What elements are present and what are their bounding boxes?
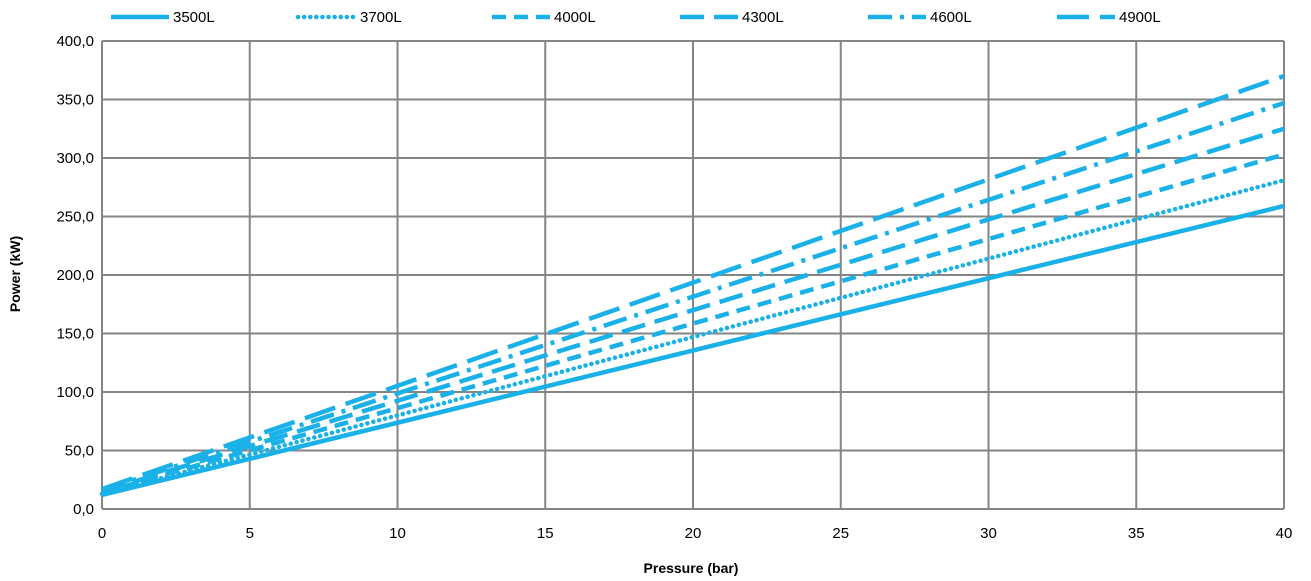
legend-label-4300L: 4300L — [742, 9, 784, 26]
y-tick-label: 400,0 — [56, 33, 94, 50]
legend: 3500L 3700L 4000L 4300L 4600L 4900L — [111, 9, 1161, 26]
x-tick-label: 20 — [685, 525, 702, 542]
y-tick-label: 50,0 — [65, 443, 94, 460]
x-tick-label: 0 — [98, 525, 106, 542]
grid — [101, 40, 1285, 510]
x-tick-label: 35 — [1128, 525, 1145, 542]
series-line-3700L — [99, 177, 1287, 497]
series-line-4000L — [101, 152, 1285, 495]
series-line-3500L — [101, 203, 1285, 498]
y-tick-label: 350,0 — [56, 92, 94, 109]
y-tick-label: 250,0 — [56, 209, 94, 226]
x-tick-label: 10 — [389, 525, 406, 542]
y-axis-title: Power (kW) — [7, 236, 23, 312]
y-tick-label: 150,0 — [56, 326, 94, 343]
series-line-4300L — [101, 126, 1285, 494]
y-tick-label: 200,0 — [56, 267, 94, 284]
x-tick-label: 5 — [246, 525, 254, 542]
x-axis-title: Pressure (bar) — [644, 560, 739, 576]
series-lines — [99, 73, 1287, 498]
legend-label-4600L: 4600L — [930, 9, 972, 26]
x-tick-label: 30 — [980, 525, 997, 542]
series-line-4600L — [101, 100, 1285, 493]
y-tick-label: 0,0 — [73, 501, 94, 518]
y-tick-label: 300,0 — [56, 150, 94, 167]
legend-label-4900L: 4900L — [1119, 9, 1161, 26]
x-tick-labels: 0 5 10 15 20 25 30 35 40 — [98, 525, 1293, 542]
y-tick-label: 100,0 — [56, 384, 94, 401]
x-tick-label: 25 — [832, 525, 849, 542]
x-tick-label: 40 — [1276, 525, 1293, 542]
legend-label-4000L: 4000L — [554, 9, 596, 26]
legend-label-3700L: 3700L — [360, 9, 402, 26]
series-line-4900L — [101, 73, 1285, 492]
x-tick-label: 15 — [537, 525, 554, 542]
legend-label-3500L: 3500L — [173, 9, 215, 26]
y-tick-labels: 0,0 50,0 100,0 150,0 200,0 250,0 300,0 350,0 400… — [56, 33, 94, 518]
